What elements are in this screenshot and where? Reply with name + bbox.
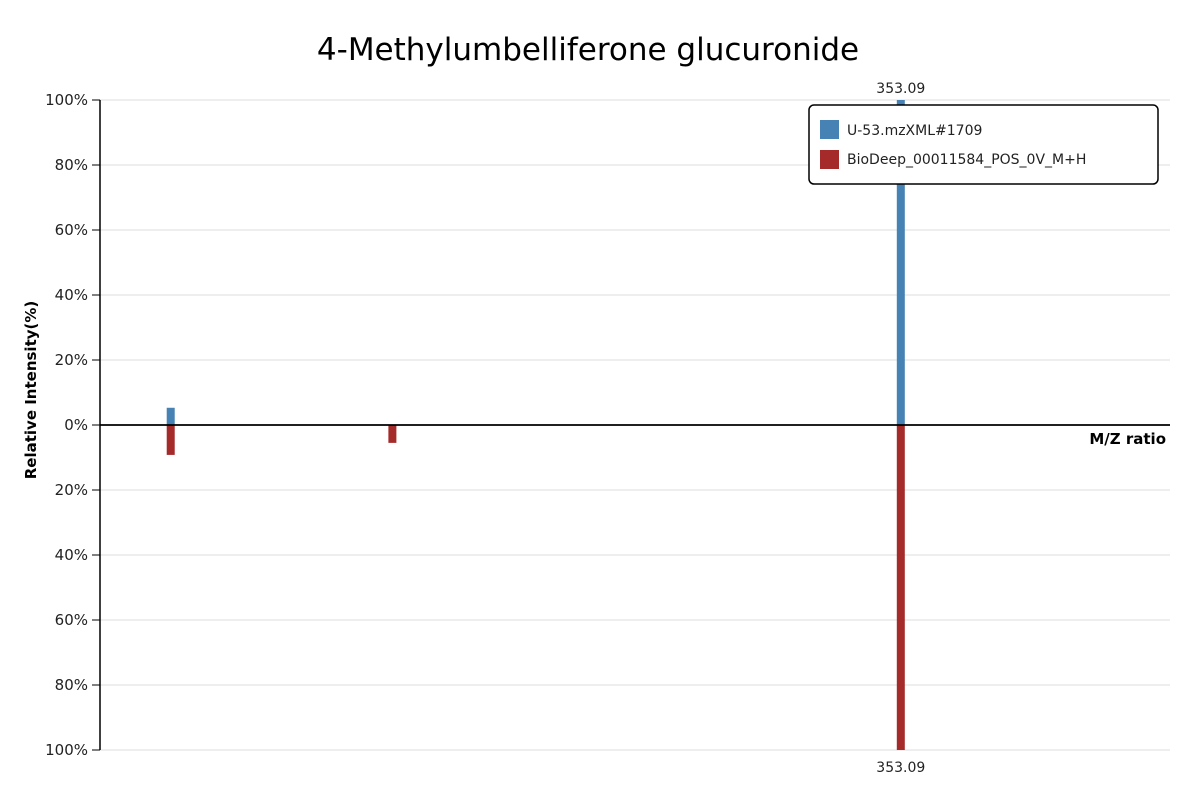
grid-lines [100, 99, 1170, 751]
y-tick-label: 40% [55, 286, 88, 304]
legend-swatch-reference [820, 150, 839, 169]
y-tick-label: 100% [45, 741, 88, 759]
chart-title: 4-Methylumbelliferone glucuronide [317, 32, 859, 68]
reference-peak-bar [896, 425, 905, 750]
legend-swatch-query [820, 120, 839, 139]
reference-peak-bar [388, 425, 397, 443]
y-tick-label: 20% [55, 481, 88, 499]
peak-labels: 353.09 353.09 [876, 81, 925, 776]
y-axis-title: Relative Intensity(%) [22, 301, 40, 480]
query-peak-bar [166, 407, 175, 425]
legend-box [808, 104, 1159, 185]
reference-peak-label: 353.09 [876, 760, 925, 776]
x-axis-title: M/Z ratio [1089, 430, 1166, 448]
y-tick-label: 80% [55, 156, 88, 174]
legend-label-reference: BioDeep_00011584_POS_0V_M+H [847, 152, 1086, 168]
y-tick-label: 0% [64, 416, 88, 434]
legend-label-query: U-53.mzXML#1709 [847, 123, 982, 139]
y-axis-ticks: 100% 80% 60% 40% 20% 0% 20% 40% 60% 80% 100% [45, 91, 100, 759]
legend: U-53.mzXML#1709 BioDeep_00011584_POS_0V_… [808, 104, 1159, 185]
query-peak-label: 353.09 [876, 81, 925, 97]
y-tick-label: 40% [55, 546, 88, 564]
y-tick-label: 80% [55, 676, 88, 694]
y-tick-label: 100% [45, 91, 88, 109]
query-peak-bar [896, 100, 905, 425]
y-tick-label: 60% [55, 611, 88, 629]
spectrum-bars [166, 100, 905, 750]
reference-peak-bar [166, 425, 175, 455]
y-tick-label: 60% [55, 221, 88, 239]
y-tick-label: 20% [55, 351, 88, 369]
